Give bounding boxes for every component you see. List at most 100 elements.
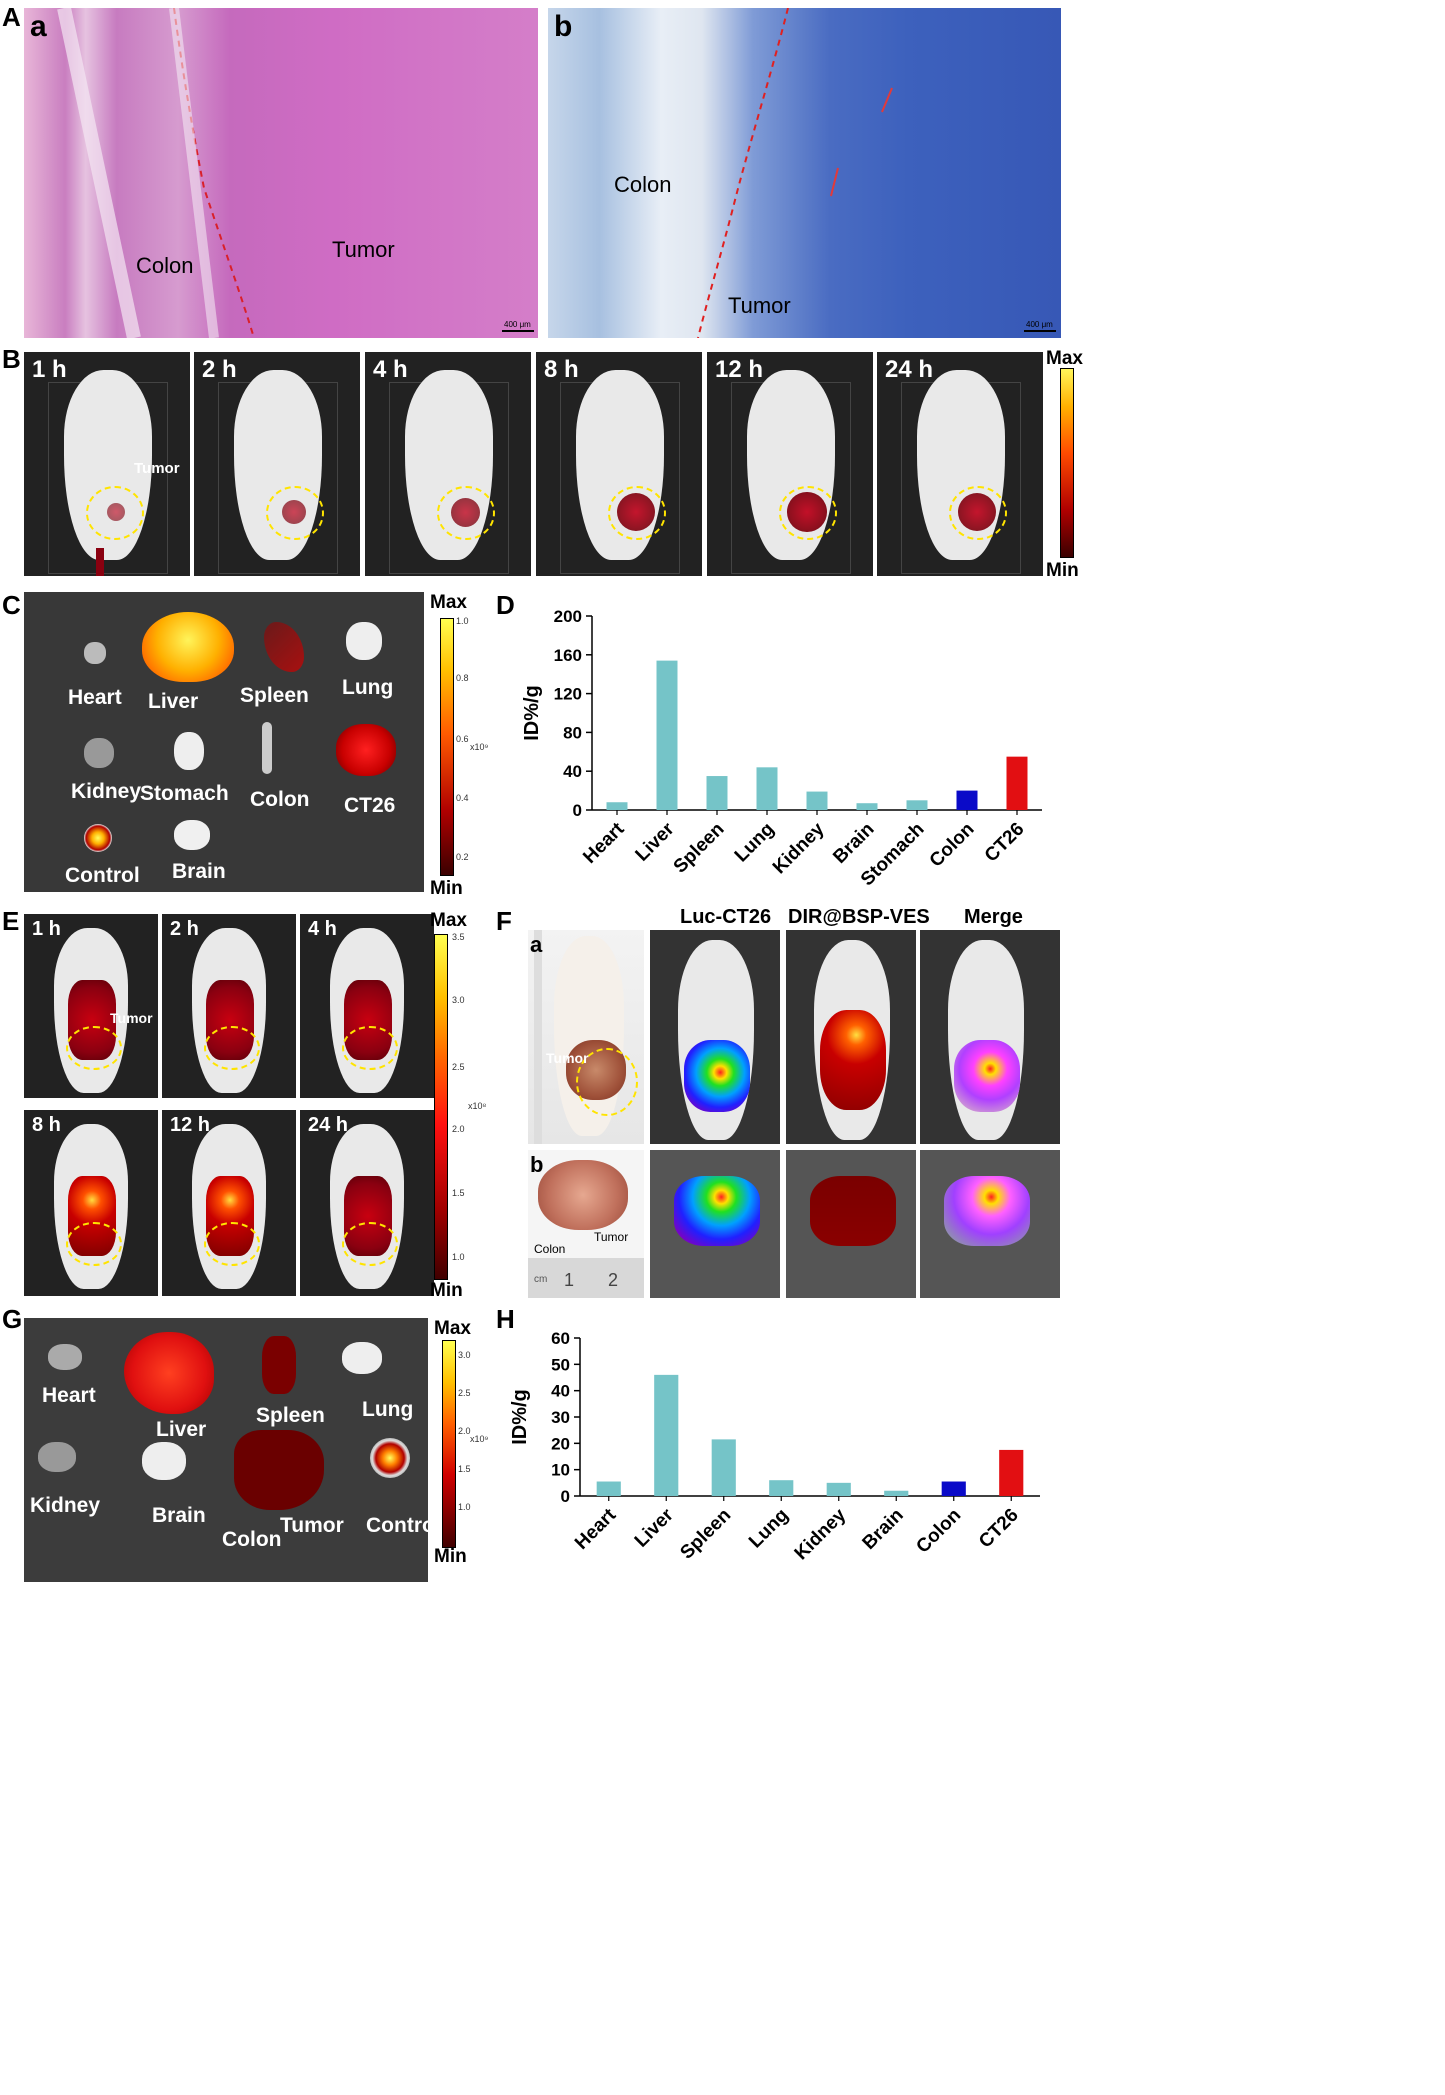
mouse-fluorescence-image: 8 h (24, 1110, 158, 1296)
ex-vivo-organ-image-g: Heart Liver Spleen Lung Kidney Brain Col… (24, 1318, 428, 1582)
colon-organ (262, 722, 272, 774)
colorbar-unit: x10⁸ (468, 1101, 487, 1111)
organ-label-control: Control (65, 864, 140, 887)
f-sub-b: b (530, 1152, 544, 1177)
colorbar-tick: 1.0 (452, 1252, 465, 1262)
colorbar-tick: 3.5 (452, 932, 465, 942)
organ-label-heart: Heart (42, 1384, 96, 1407)
colorbar-tick: 1.0 (458, 1502, 471, 1512)
y-tick-label: 60 (551, 1329, 570, 1348)
intestine-tissue (538, 1160, 628, 1230)
organ-label-liver: Liver (156, 1418, 207, 1441)
y-axis-label: ID%/g (521, 685, 543, 741)
colorbar-e (434, 934, 448, 1280)
bar-lung (769, 1480, 794, 1496)
x-tick-label: Colon (912, 1505, 965, 1558)
time-label: 24 h (885, 356, 934, 383)
scale-bar (502, 330, 534, 332)
ct26-organ (336, 724, 396, 776)
time-label: 8 h (544, 356, 579, 383)
brain-organ (142, 1442, 186, 1480)
colorbar-tick: 3.0 (458, 1350, 471, 1360)
tumor-ring (342, 1222, 398, 1266)
organ-label-lung: Lung (362, 1398, 414, 1421)
colorbar-max-label: Max (430, 910, 467, 931)
mouse-fluorescence-image: 12 h (162, 1110, 296, 1296)
colorbar-min-label: Min (430, 1280, 463, 1301)
organ-label-spleen: Spleen (256, 1404, 325, 1427)
organ-label-stomach: Stomach (140, 782, 229, 805)
colorbar-tick: 2.0 (452, 1124, 465, 1134)
colorbar-unit: x10⁹ (470, 1434, 489, 1444)
ruler: cm 1 2 (528, 1258, 644, 1298)
tumor-ring (576, 1048, 638, 1116)
mouse-fluorescence-image: 2 h (162, 914, 296, 1098)
y-tick-label: 40 (563, 762, 582, 781)
colorbar-tick: 0.6 (456, 734, 469, 744)
signal-overlay (810, 1176, 896, 1246)
colorbar-min-label: Min (434, 1546, 467, 1567)
colorbar-min-label: Min (1046, 560, 1079, 581)
tumor-label: Tumor (332, 237, 395, 262)
spleen-organ (264, 622, 304, 672)
y-tick-label: 30 (551, 1408, 570, 1427)
tumor-ring (266, 486, 324, 540)
lung-organ (342, 1342, 382, 1374)
colorbar-tick: 2.5 (458, 1388, 471, 1398)
bar-liver (654, 1374, 679, 1496)
bar-lung (756, 767, 778, 810)
panel-a-sub-b: b (554, 10, 573, 43)
x-tick-label: CT26 (975, 1505, 1023, 1553)
scale-bar-label: 400 μm (1026, 320, 1053, 329)
organ-label-lung: Lung (342, 676, 394, 699)
tumor-ring (608, 486, 666, 540)
x-tick-label: Heart (571, 1504, 621, 1554)
panel-h-letter: H (496, 1304, 515, 1334)
dissected-mouse-photo: a Tumor (528, 930, 644, 1144)
x-tick-label: Spleen (676, 1505, 735, 1564)
x-tick-label: Heart (579, 818, 629, 868)
x-tick-label: Spleen (670, 819, 729, 878)
y-tick-label: 50 (551, 1355, 570, 1374)
f-header-dir: DIR@BSP-VES (788, 906, 930, 928)
kidney-organ (38, 1442, 76, 1472)
ihc-stain-image: b Colon Tumor 400 μm (548, 8, 1061, 338)
mouse-fluorescence-image: 8 h (536, 352, 702, 576)
x-tick-label: Liver (631, 1504, 678, 1551)
y-tick-label: 40 (551, 1382, 570, 1401)
tumor-ring (86, 486, 144, 540)
f-header-merge: Merge (964, 906, 1023, 928)
tumor-ring (342, 1026, 398, 1070)
ruler-strip (534, 930, 542, 1144)
mouse-fluorescence-image: 4 h (300, 914, 434, 1098)
organ-label-brain: Brain (152, 1504, 206, 1527)
luc-dir-image (650, 930, 780, 1144)
panel-c-letter: C (2, 590, 21, 620)
organ-label-control: Control (366, 1514, 428, 1537)
signal-overlay (674, 1176, 760, 1246)
signal-overlay (820, 1010, 886, 1110)
heart-organ (48, 1344, 82, 1370)
f-sub-a: a (530, 932, 543, 957)
y-tick-label: 0 (573, 801, 582, 820)
organ-label-colon: Colon (250, 788, 310, 811)
colon-tumor-organ (234, 1430, 324, 1510)
tumor-label: Tumor (134, 460, 180, 477)
f-header-luc: Luc-CT26 (680, 906, 772, 928)
colorbar-max-label: Max (1046, 348, 1083, 369)
time-label: 1 h (32, 356, 67, 383)
organ-label-kidney: Kidney (30, 1494, 101, 1517)
organ-label-ct26: CT26 (344, 794, 396, 817)
bar-brain (856, 803, 878, 810)
y-tick-label: 120 (554, 685, 582, 704)
bar-colon (956, 790, 978, 810)
time-label: 8 h (32, 1114, 61, 1136)
y-tick-label: 160 (554, 646, 582, 665)
ex-vivo-organ-image: Heart Liver Spleen Lung Kidney Stomach C… (24, 592, 424, 892)
organ-label-liver: Liver (148, 690, 199, 713)
time-label: 12 h (170, 1114, 211, 1136)
tail-signal (96, 548, 104, 576)
bar-stomach (906, 800, 928, 810)
y-tick-label: 80 (563, 723, 582, 742)
